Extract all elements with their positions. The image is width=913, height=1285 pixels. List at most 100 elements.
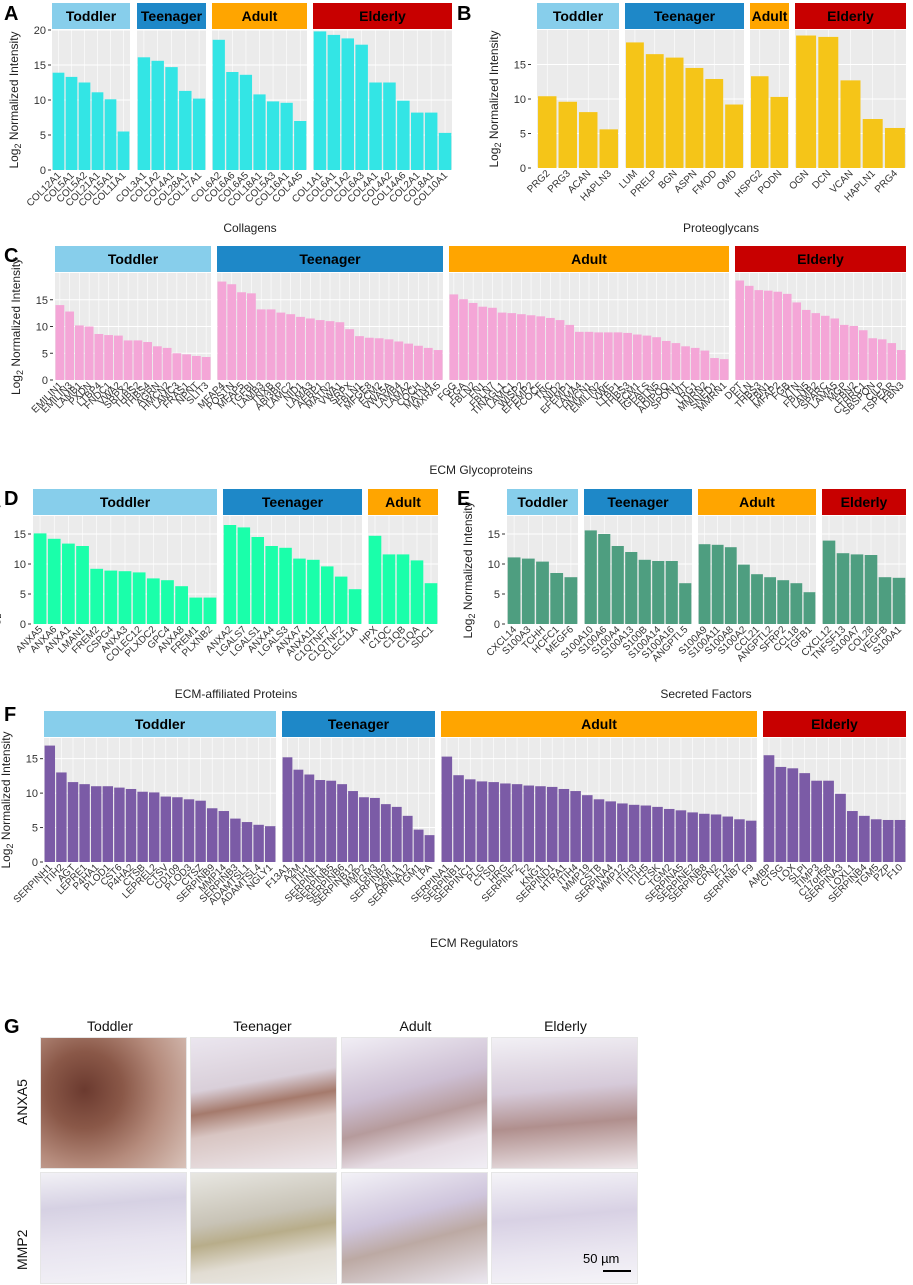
bar-f10	[894, 819, 906, 862]
y-axis-label: Log2 Normalized Intensity	[461, 501, 477, 638]
ihc-mmp2-toddler	[40, 1172, 187, 1284]
bar-sdc1	[424, 583, 438, 624]
bar-p4ha1	[90, 786, 102, 862]
y-axis-label: Log2 Normalized Intensity	[0, 501, 3, 638]
x-axis-title: ECM Regulators	[430, 936, 518, 950]
bar-tgfbi	[246, 293, 256, 380]
bar-ctsz	[195, 800, 206, 862]
facet-title-adult: Adult	[739, 494, 775, 510]
bar-a2m	[293, 769, 304, 862]
bar-mxra5	[433, 350, 443, 380]
bar-serpinb9	[206, 808, 218, 862]
bar-emilin3	[65, 311, 75, 380]
y-tick-label: 15	[34, 60, 46, 72]
bar-ctsd	[488, 782, 499, 862]
facet-title-toddler: Toddler	[66, 8, 117, 24]
y-tick-label: 0	[20, 619, 26, 631]
bar-anxa4	[265, 546, 278, 624]
y-tick-label: 15	[14, 529, 26, 541]
bar-col6a3	[355, 44, 368, 171]
bar-ctsk	[652, 806, 663, 862]
facet-header-elderly	[313, 3, 452, 29]
bar-fbn3	[896, 350, 906, 380]
y-tick-label: 10	[34, 95, 46, 107]
bar-plod3	[183, 799, 195, 862]
facet-header-toddler	[44, 711, 276, 737]
bar-ctsg	[775, 766, 787, 862]
panel-label-f: F	[4, 704, 16, 726]
y-tick-label: 0	[494, 619, 500, 631]
bar-mmrn1	[719, 359, 729, 380]
y-tick-label: 5	[42, 348, 48, 360]
x-axis-title: ECM-affiliated Proteins	[175, 687, 298, 701]
bar-s100a7	[850, 554, 864, 624]
bar-fgb	[782, 293, 792, 380]
y-axis-label-sub: 2	[13, 144, 23, 149]
facet-toddler: ToddlerANXA5ANXA6ANXA1LMAN1FREM2CSPG4ANX…	[14, 489, 217, 664]
bar-hapln3	[599, 129, 618, 168]
y-tick-label: 10	[14, 559, 26, 571]
y-tick-label: 10	[36, 322, 48, 334]
bar-col18a1	[253, 94, 266, 170]
bar-nid1	[296, 316, 305, 380]
facet-header-toddler	[507, 489, 578, 515]
bar-col1a2	[151, 60, 164, 170]
bar-tspear	[887, 343, 897, 380]
facet-header-adult	[750, 3, 789, 29]
facet-header-teenager	[584, 489, 692, 515]
facet-adult: AdultCOL6A2COL6A6COL6A5COL18A1COL5A3COL1…	[189, 3, 307, 209]
x-tick-label: OGN	[787, 168, 811, 192]
bar-pzp	[882, 819, 894, 862]
bar-prg2	[538, 96, 557, 168]
bar-adipoq	[661, 340, 671, 380]
bar-s100a13	[625, 552, 638, 624]
bar-hapln1	[862, 119, 883, 168]
y-axis-label-sub: 2	[15, 370, 25, 375]
bar-sparc	[820, 315, 830, 380]
bar-serpinb12	[348, 791, 358, 862]
facet-title-adult: Adult	[571, 251, 607, 267]
bar-serpind1	[546, 786, 558, 862]
bar-cthrc1	[858, 330, 868, 380]
bar-clec11a	[348, 589, 362, 624]
bar-hcfc1	[550, 573, 564, 624]
bar-fbln1	[355, 336, 364, 380]
g-col-elderly: Elderly	[544, 1018, 587, 1034]
bar-cxcl12	[822, 540, 836, 624]
facet-plot-bg	[44, 738, 276, 862]
bar-sfrp2	[777, 580, 790, 624]
bar-dpt	[735, 280, 745, 380]
facet-header-adult	[698, 489, 816, 515]
bar-serpinf1	[315, 780, 326, 862]
bar-c1qa	[410, 560, 424, 624]
bar-col3a1	[137, 57, 151, 170]
bar-lama3	[305, 318, 315, 380]
bar-col6a6	[226, 72, 239, 170]
bar-serpinb2	[380, 804, 391, 862]
bar-serpinb8	[699, 813, 710, 862]
y-tick-label: 10	[514, 94, 526, 106]
bar-s100a1	[892, 577, 906, 624]
bar-serpinb5	[326, 780, 337, 862]
bar-anxa6	[47, 538, 61, 624]
bar-f12	[722, 816, 734, 862]
y-tick-label: 0	[42, 375, 48, 387]
bar-col12a1	[52, 72, 65, 170]
facet-title-elderly: Elderly	[797, 251, 844, 267]
y-axis-label-base: Log	[0, 619, 1, 639]
bar-efemp2	[526, 315, 536, 380]
bar-ecm2	[374, 338, 384, 380]
facet-title-elderly: Elderly	[827, 8, 874, 24]
bar-serpine2	[687, 812, 698, 862]
facet-header-elderly	[795, 3, 906, 29]
y-tick-label: 5	[520, 129, 526, 141]
bar-slit3	[201, 356, 211, 380]
bar-lum	[625, 42, 644, 168]
bar-matn4	[423, 347, 433, 380]
ihc-anxa5-toddler	[40, 1037, 187, 1169]
facet-header-teenager	[223, 489, 362, 515]
bar-postn	[227, 284, 237, 380]
